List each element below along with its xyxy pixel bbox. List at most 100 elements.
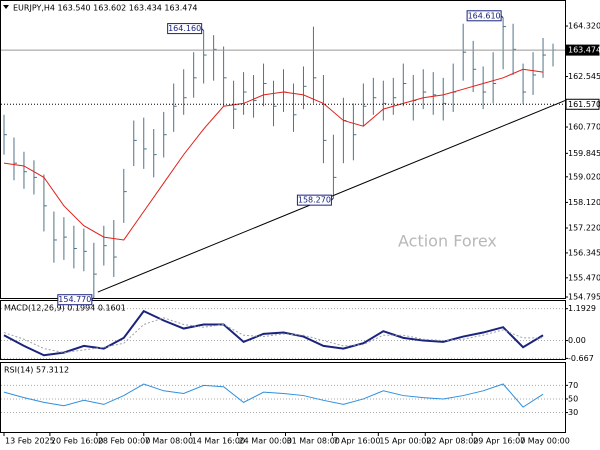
ohlc-bar (103, 225, 107, 266)
indicator-line (3, 383, 544, 408)
ohlc-bar (472, 40, 477, 93)
x-tick-label: 7 Apr 16:00 (333, 437, 380, 446)
ohlc-bar (502, 17, 507, 70)
y-tick-label: 1.1929 (568, 304, 596, 313)
ohlc-bar (223, 46, 227, 107)
symbol-icon (3, 5, 9, 9)
y-tick-label: 30 (568, 408, 578, 417)
ohlc-bar (532, 52, 537, 95)
ohlc-bar (213, 35, 217, 81)
ohlc-bar (552, 43, 557, 67)
price-label: 161.570 (568, 100, 600, 109)
y-tick-label: 164.320 (568, 22, 600, 31)
annotation-box (167, 23, 203, 35)
ohlc-bar (123, 168, 127, 223)
ohlc-bar (33, 160, 37, 195)
ohlc-bar (332, 134, 337, 199)
watermark: Action Forex (398, 232, 497, 251)
price-label: 163.474 (568, 46, 600, 55)
x-tick-label: 29 Apr 16:00 (473, 437, 525, 446)
ohlc-bar (273, 80, 277, 127)
ohlc-bar (372, 77, 377, 115)
ohlc-bar (63, 217, 67, 260)
ohlc-bar (143, 117, 147, 169)
ohlc-bar (392, 77, 397, 115)
y-tick-label: 70 (568, 381, 578, 390)
annotation-box (466, 10, 502, 22)
ohlc-bar (113, 220, 117, 277)
ohlc-bar (492, 52, 497, 104)
ohlc-bar (402, 63, 407, 107)
rsi-frame (0, 362, 566, 433)
y-tick-label: 50 (568, 394, 578, 403)
ohlc-bar (382, 80, 387, 121)
x-tick-label: 7 Mar 08:00 (145, 437, 193, 446)
ohlc-bar (133, 120, 137, 166)
y-tick-label: 155.470 (568, 273, 600, 282)
y-tick-label: 0.00 (568, 336, 586, 345)
annotation-label: 164.160 (168, 24, 201, 33)
macd-title: MACD(12,26,9) 0.1994 0.1601 (4, 304, 126, 313)
ohlc-bar (442, 77, 447, 121)
ohlc-bar (302, 66, 307, 110)
price-box (565, 98, 600, 110)
ohlc-bar (203, 30, 207, 84)
ohlc-bar (243, 72, 247, 115)
ohlc-bar (422, 69, 427, 110)
ohlc-bar (163, 111, 167, 158)
annotation-box (57, 294, 93, 306)
ohlc-bar (193, 52, 197, 98)
macd-frame (0, 300, 566, 360)
y-tick-label: -0.667 (568, 354, 594, 363)
y-tick-label: 159.845 (568, 149, 600, 158)
x-tick-label: 7 May 00:00 (520, 437, 570, 446)
ohlc-bar (312, 26, 317, 104)
annotation-label: 154.770 (58, 295, 91, 304)
ohlc-bar (263, 63, 267, 107)
x-tick-label: 24 Mar 00:00 (239, 437, 292, 446)
ohlc-bar (93, 242, 97, 298)
x-tick-label: 13 Feb 2025 (5, 437, 55, 446)
x-tick-label: 31 Mar 08:00 (286, 437, 339, 446)
main-frame (0, 0, 566, 299)
annotation-box (296, 194, 332, 206)
ohlc-bar (3, 114, 7, 155)
ohlc-bar (412, 74, 417, 121)
ohlc-bar (482, 66, 487, 110)
price-box (565, 44, 600, 56)
ohlc-bar (322, 74, 327, 164)
annotation-label: 158.270 (298, 196, 331, 205)
y-tick-label: 159.020 (568, 172, 600, 181)
y-tick-label: 154.795 (568, 293, 600, 302)
indicator-line (3, 317, 544, 354)
ohlc-bar (432, 72, 437, 115)
x-tick-label: 20 Feb 16:00 (51, 437, 103, 446)
x-tick-label: 15 Apr 00:00 (379, 437, 431, 446)
ohlc-bar (512, 23, 517, 75)
indicator-line (3, 309, 544, 357)
ohlc-bar (362, 83, 367, 127)
ohlc-bar (522, 63, 527, 105)
ohlc-bar (23, 151, 27, 189)
ohlc-bar (83, 228, 87, 272)
y-tick-label: 162.545 (568, 72, 600, 81)
ohlc-bar (292, 83, 297, 132)
ohlc-bar (43, 174, 47, 232)
ohlc-bar (253, 74, 257, 118)
x-tick-label: 22 Apr 08:00 (426, 437, 478, 446)
x-tick-label: 28 Feb 00:00 (98, 437, 150, 446)
ohlc-bar (183, 69, 187, 115)
ohlc-bar (173, 83, 177, 132)
y-tick-label: 160.770 (568, 123, 600, 132)
y-tick-label: 157.220 (568, 224, 600, 233)
x-tick-label: 14 Mar 16:00 (192, 437, 245, 446)
y-tick-label: 156.345 (568, 248, 600, 257)
ohlc-bar (342, 97, 347, 164)
ohlc-bar (542, 37, 547, 78)
ohlc-bar (352, 103, 357, 161)
ohlc-bar (462, 23, 467, 81)
moving-average (3, 68, 544, 241)
ohlc-bar (73, 225, 77, 269)
